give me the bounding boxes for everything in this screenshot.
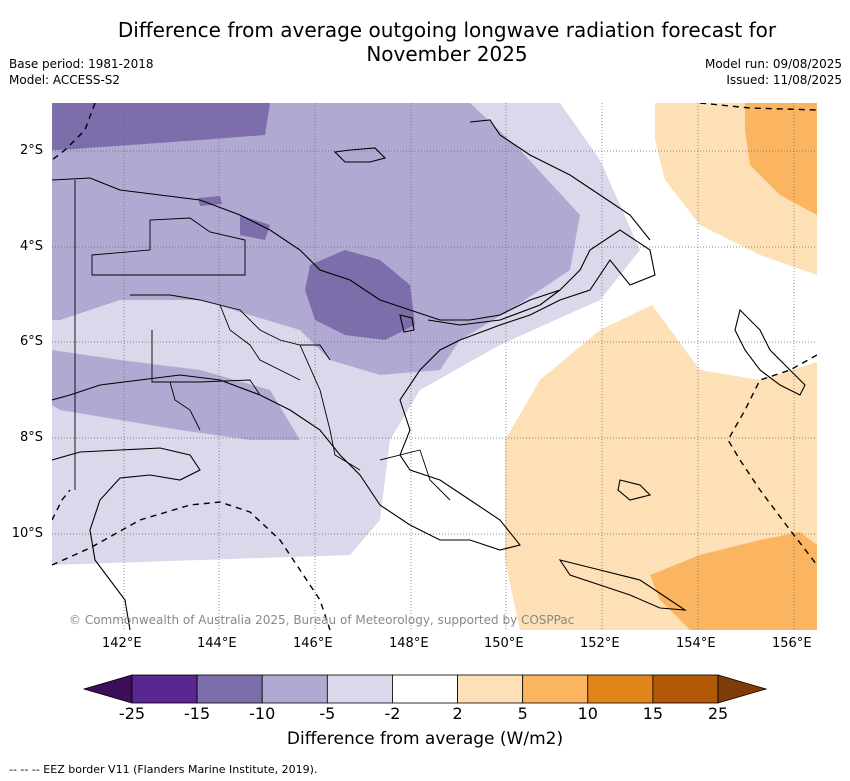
lon-label: 152°E [580, 636, 620, 651]
lat-label: 8°S [19, 430, 43, 445]
colorbar-tick-label: -10 [249, 704, 276, 723]
colorbar-swatch [522, 674, 589, 704]
chart-title: Difference from average outgoing longwav… [0, 18, 850, 66]
colorbar-tick-label: 25 [707, 704, 729, 723]
province-borders [74, 180, 451, 501]
colorbar-tick-label: -25 [118, 704, 146, 723]
colorbar-swatch [392, 674, 458, 704]
issued-date: Issued: 11/08/2025 [726, 73, 842, 87]
colorbar-tick-label: -2 [384, 704, 401, 723]
base-period: Base period: 1981-2018 [9, 57, 154, 71]
colorbar-swatch [261, 674, 328, 704]
colorbar-tick-label: 2 [452, 704, 463, 723]
colorbar-swatch [196, 674, 263, 704]
colorbar-arrow-low [82, 674, 133, 704]
meta-right: Model run: 09/08/2025 Issued: 11/08/2025 [705, 56, 842, 88]
lon-label: 154°E [676, 636, 716, 651]
coastlines [52, 119, 806, 630]
lat-label: 2°S [19, 143, 43, 158]
colorbar-tick-label: -5 [319, 704, 336, 723]
colorbar-tick-label: -15 [184, 704, 211, 723]
lon-label: 144°E [197, 636, 237, 651]
anomaly-medium-purple [52, 103, 580, 375]
colorbar-tick-label: 5 [517, 704, 528, 723]
meta-left: Base period: 1981-2018 Model: ACCESS-S2 [9, 56, 154, 88]
lon-label: 146°E [293, 636, 333, 651]
title-line-2: November 2025 [366, 42, 528, 66]
colorbar-swatch [457, 674, 524, 704]
colorbar-swatch [587, 674, 654, 704]
model-name: Model: ACCESS-S2 [9, 73, 121, 87]
anomaly-medium-purple-2 [52, 350, 300, 440]
colorbar-label: Difference from average (W/m2) [286, 729, 564, 749]
anomaly-dark-purple-4 [198, 196, 222, 206]
eez-borders [52, 103, 817, 630]
colorbar-swatch [652, 674, 719, 704]
lon-label: 148°E [389, 636, 429, 651]
colorbar-swatch [131, 674, 198, 704]
lon-label: 156°E [772, 636, 812, 651]
lat-label: 10°S [11, 526, 43, 541]
anomaly-dark-purple-3 [240, 215, 270, 240]
anomaly-orange-se [650, 532, 817, 630]
title-line-1: Difference from average outgoing longwav… [117, 18, 777, 42]
lon-label: 142°E [102, 636, 142, 651]
eez-legend: -- -- -- EEZ border V11 (Flanders Marine… [9, 763, 318, 776]
anomaly-dark-purple-2 [305, 250, 415, 340]
model-run: Model run: 09/08/2025 [704, 57, 842, 71]
colorbar-swatch [326, 674, 393, 704]
lon-label: 150°E [484, 636, 524, 651]
copyright-notice: © Commonwealth of Australia 2025, Bureau… [69, 613, 575, 627]
lat-label: 4°S [19, 239, 43, 254]
colorbar [82, 674, 768, 704]
colorbar-arrow-high [717, 674, 768, 704]
lat-label: 6°S [19, 334, 43, 349]
colorbar-tick-label: 15 [642, 704, 664, 723]
anomaly-orange-ne [745, 103, 817, 215]
colorbar-tick-label: 10 [577, 704, 598, 723]
anomaly-dark-purple-1 [52, 103, 270, 150]
